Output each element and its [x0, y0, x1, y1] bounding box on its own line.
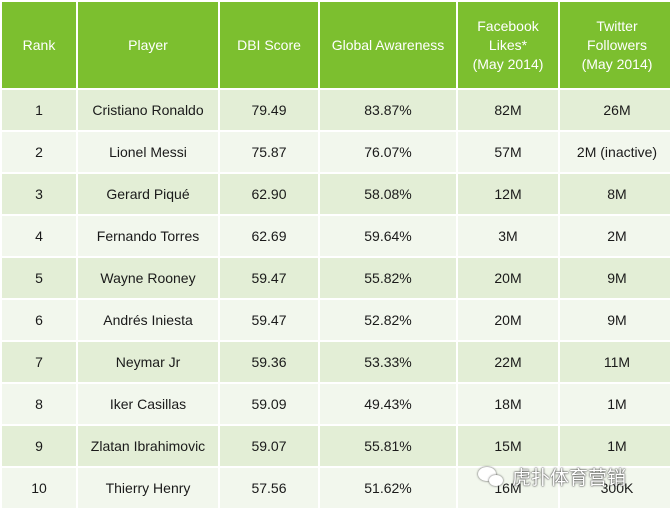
cell-rank: 8: [2, 384, 76, 424]
header-row: Rank Player DBI Score Global Awareness F…: [2, 2, 670, 88]
cell-awareness: 83.87%: [320, 90, 456, 130]
header-twitter-followers: Twitter Followers (May 2014): [560, 2, 670, 88]
header-rank: Rank: [2, 2, 76, 88]
cell-dbi: 59.07: [220, 426, 318, 466]
cell-facebook: 20M: [458, 300, 558, 340]
cell-rank: 5: [2, 258, 76, 298]
wechat-icon: [478, 466, 504, 487]
header-global-awareness: Global Awareness: [320, 2, 456, 88]
table-row: 5 Wayne Rooney 59.47 55.82% 20M 9M: [2, 258, 670, 298]
cell-twitter: 300K: [560, 468, 670, 508]
cell-player: Andrés Iniesta: [78, 300, 218, 340]
cell-facebook: 22M: [458, 342, 558, 382]
cell-dbi: 75.87: [220, 132, 318, 172]
cell-twitter: 2M: [560, 216, 670, 256]
cell-player: Cristiano Ronaldo: [78, 90, 218, 130]
table-row: 7 Neymar Jr 59.36 53.33% 22M 11M: [2, 342, 670, 382]
cell-player: Neymar Jr: [78, 342, 218, 382]
cell-dbi: 59.47: [220, 300, 318, 340]
cell-player: Fernando Torres: [78, 216, 218, 256]
cell-awareness: 51.62%: [320, 468, 456, 508]
cell-dbi: 59.09: [220, 384, 318, 424]
cell-dbi: 57.56: [220, 468, 318, 508]
cell-dbi: 62.69: [220, 216, 318, 256]
header-facebook-line-2: Likes*: [488, 36, 528, 53]
table-row: 2 Lionel Messi 75.87 76.07% 57M 2M (inactive): [2, 132, 670, 172]
cell-twitter: 11M: [560, 342, 670, 382]
header-twitter-line-1: Twitter: [596, 17, 638, 34]
header-twitter-line-3: (May 2014): [581, 55, 653, 72]
cell-awareness: 52.82%: [320, 300, 456, 340]
table-row: 3 Gerard Piqué 62.90 58.08% 12M 8M: [2, 174, 670, 214]
watermark-text: 虎扑体育营销: [512, 467, 627, 489]
cell-dbi: 59.36: [220, 342, 318, 382]
table-row: 1 Cristiano Ronaldo 79.49 83.87% 82M 26M: [2, 90, 670, 130]
watermark: 虎扑体育营销: [478, 463, 626, 490]
cell-facebook: 20M: [458, 258, 558, 298]
cell-dbi: 79.49: [220, 90, 318, 130]
header-facebook-line-3: (May 2014): [472, 55, 544, 72]
header-player: Player: [78, 2, 218, 88]
cell-player: Zlatan Ibrahimovic: [78, 426, 218, 466]
table-row: 9 Zlatan Ibrahimovic 59.07 55.81% 15M 1M: [2, 426, 670, 466]
cell-awareness: 76.07%: [320, 132, 456, 172]
cell-player: Gerard Piqué: [78, 174, 218, 214]
cell-rank: 9: [2, 426, 76, 466]
cell-awareness: 59.64%: [320, 216, 456, 256]
cell-awareness: 53.33%: [320, 342, 456, 382]
cell-twitter: 1M: [560, 384, 670, 424]
cell-dbi: 62.90: [220, 174, 318, 214]
cell-awareness: 55.81%: [320, 426, 456, 466]
cell-rank: 1: [2, 90, 76, 130]
cell-facebook: 15M: [458, 426, 558, 466]
table-row: 4 Fernando Torres 62.69 59.64% 3M 2M: [2, 216, 670, 256]
cell-dbi: 59.47: [220, 258, 318, 298]
header-dbi-score: DBI Score: [220, 2, 318, 88]
cell-twitter: 1M: [560, 426, 670, 466]
header-twitter-line-2: Followers: [587, 36, 647, 53]
table-row: 10 Thierry Henry 57.56 51.62% 16M 300K: [2, 468, 670, 508]
cell-rank: 2: [2, 132, 76, 172]
cell-twitter: 8M: [560, 174, 670, 214]
cell-rank: 10: [2, 468, 76, 508]
cell-player: Lionel Messi: [78, 132, 218, 172]
cell-rank: 7: [2, 342, 76, 382]
cell-facebook: 16M: [458, 468, 558, 508]
cell-player: Iker Casillas: [78, 384, 218, 424]
header-facebook-line-1: Facebook: [477, 17, 539, 34]
table-row: 6 Andrés Iniesta 59.47 52.82% 20M 9M: [2, 300, 670, 340]
table-row: 8 Iker Casillas 59.09 49.43% 18M 1M: [2, 384, 670, 424]
cell-rank: 3: [2, 174, 76, 214]
cell-player: Wayne Rooney: [78, 258, 218, 298]
cell-awareness: 58.08%: [320, 174, 456, 214]
cell-facebook: 82M: [458, 90, 558, 130]
cell-facebook: 57M: [458, 132, 558, 172]
cell-facebook: 18M: [458, 384, 558, 424]
cell-awareness: 49.43%: [320, 384, 456, 424]
cell-facebook: 12M: [458, 174, 558, 214]
cell-facebook: 3M: [458, 216, 558, 256]
header-facebook-likes: Facebook Likes* (May 2014): [458, 2, 558, 88]
cell-player: Thierry Henry: [78, 468, 218, 508]
cell-rank: 4: [2, 216, 76, 256]
cell-twitter: 2M (inactive): [560, 132, 670, 172]
cell-rank: 6: [2, 300, 76, 340]
cell-twitter: 9M: [560, 300, 670, 340]
cell-awareness: 55.82%: [320, 258, 456, 298]
cell-twitter: 9M: [560, 258, 670, 298]
cell-twitter: 26M: [560, 90, 670, 130]
